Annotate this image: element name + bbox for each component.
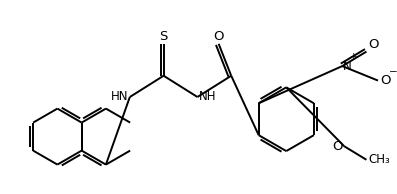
- Text: O: O: [368, 38, 379, 51]
- Text: CH₃: CH₃: [368, 153, 390, 166]
- Text: O: O: [214, 30, 224, 43]
- Text: O: O: [380, 74, 390, 87]
- Text: S: S: [160, 30, 168, 43]
- Text: NH: NH: [198, 90, 216, 104]
- Text: HN: HN: [112, 90, 129, 104]
- Text: −: −: [389, 67, 397, 77]
- Text: +: +: [349, 52, 357, 61]
- Text: O: O: [333, 140, 343, 153]
- Text: N: N: [343, 60, 352, 73]
